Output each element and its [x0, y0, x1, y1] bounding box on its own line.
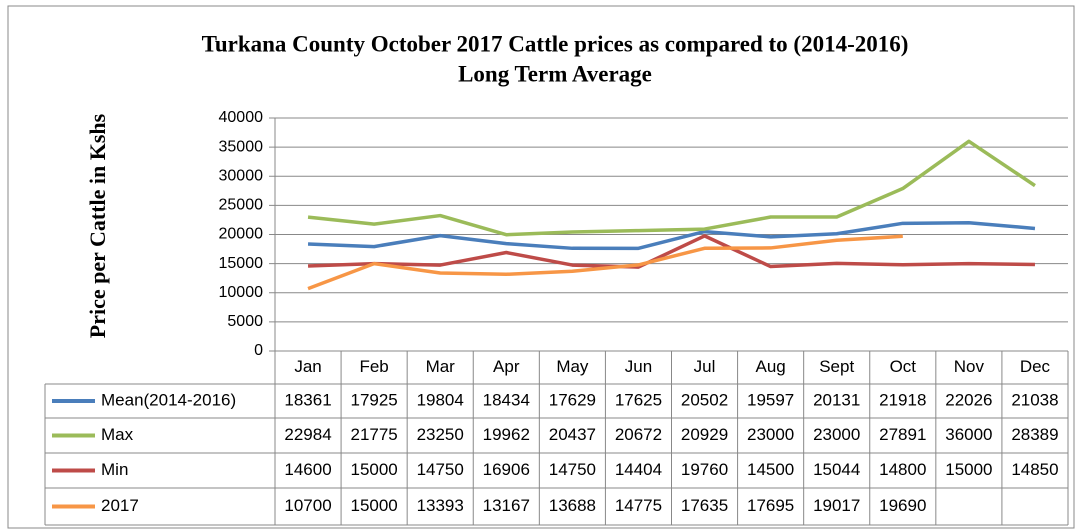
table-value: 16906	[483, 460, 530, 479]
x-tick-label: Feb	[359, 357, 388, 376]
y-tick-label: 0	[254, 342, 263, 359]
x-tick-label: May	[556, 357, 589, 376]
table-value: 23250	[417, 425, 464, 444]
table-value: 13167	[483, 496, 530, 515]
table-value: 14750	[549, 460, 596, 479]
x-tick-label: Jun	[625, 357, 652, 376]
table-value: 20672	[615, 425, 662, 444]
y-tick-label: 40000	[219, 109, 264, 126]
y-tick-label: 35000	[219, 138, 264, 155]
x-tick-label: Mar	[426, 357, 456, 376]
chart-border	[7, 5, 1075, 529]
series-line	[307, 139, 1036, 237]
y-tick-label: 10000	[219, 284, 264, 301]
table-value: 18434	[483, 390, 530, 409]
table-value: 17695	[747, 496, 794, 515]
y-tick-label: 5000	[227, 313, 263, 330]
table-value: 14850	[1011, 460, 1058, 479]
series-line	[307, 220, 1036, 251]
table-value: 20437	[549, 425, 596, 444]
table-value: 14600	[284, 460, 331, 479]
y-tick-label: 15000	[219, 255, 264, 272]
table-value: 17629	[549, 390, 596, 409]
table-value: 21918	[879, 390, 926, 409]
table-value: 17625	[615, 390, 662, 409]
table-value: 19760	[681, 460, 728, 479]
y-axis-label: Price per Cattle in Kshs	[85, 113, 110, 338]
table-value: 28389	[1011, 425, 1058, 444]
table-value: 20929	[681, 425, 728, 444]
table-value: 13688	[549, 496, 596, 515]
legend-label: Min	[101, 460, 128, 479]
y-tick-label: 20000	[219, 226, 264, 243]
table-value: 19962	[483, 425, 530, 444]
table-value: 14775	[615, 496, 662, 515]
series-line	[307, 234, 1035, 269]
table-value: 14800	[879, 460, 926, 479]
x-tick-label: Aug	[756, 357, 786, 376]
table-value: 22026	[945, 390, 992, 409]
table-value: 15000	[350, 496, 397, 515]
table-value: 21775	[350, 425, 397, 444]
table-value: 15000	[350, 460, 397, 479]
table-value: 10700	[284, 496, 331, 515]
table-value: 21038	[1011, 390, 1058, 409]
table-value: 22984	[284, 425, 331, 444]
table-value: 19017	[813, 496, 860, 515]
x-tick-label: Nov	[954, 357, 985, 376]
legend-label: Mean(2014-2016)	[101, 390, 236, 409]
x-tick-label: Jul	[694, 357, 716, 376]
table-value: 19690	[879, 496, 926, 515]
table-value: 14750	[417, 460, 464, 479]
table-value: 20131	[813, 390, 860, 409]
y-tick-label: 25000	[219, 197, 264, 214]
table-value: 17925	[350, 390, 397, 409]
x-tick-label: Dec	[1020, 357, 1051, 376]
table-value: 18361	[284, 390, 331, 409]
table-value: 15044	[813, 460, 860, 479]
table-value: 19804	[417, 390, 464, 409]
chart-title: Turkana County October 2017 Cattle price…	[202, 31, 909, 56]
x-tick-label: Jan	[294, 357, 321, 376]
table-value: 36000	[945, 425, 992, 444]
x-tick-label: Apr	[493, 357, 520, 376]
table-value: 20502	[681, 390, 728, 409]
legend-label: 2017	[101, 496, 139, 515]
x-tick-label: Oct	[890, 357, 917, 376]
chart-title: Long Term Average	[458, 61, 652, 86]
table-value: 15000	[945, 460, 992, 479]
table-value: 14500	[747, 460, 794, 479]
x-tick-label: Sept	[819, 357, 854, 376]
table-value: 27891	[879, 425, 926, 444]
legend-label: Max	[101, 425, 134, 444]
table-value: 13393	[417, 496, 464, 515]
table-value: 14404	[615, 460, 662, 479]
y-tick-label: 30000	[219, 167, 264, 184]
table-value: 23000	[813, 425, 860, 444]
table-value: 17635	[681, 496, 728, 515]
series-line	[307, 234, 903, 291]
table-value: 19597	[747, 390, 794, 409]
table-value: 23000	[747, 425, 794, 444]
